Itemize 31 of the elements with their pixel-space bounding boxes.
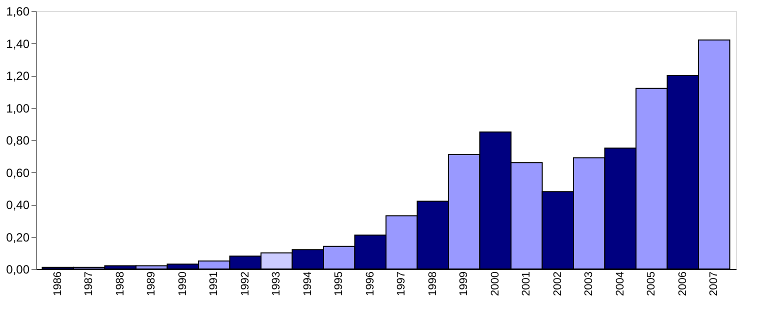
x-tick-label: 1993 — [270, 272, 283, 296]
x-tick-label: 2006 — [676, 272, 689, 296]
x-tick-label: 1989 — [146, 272, 158, 296]
x-tick-label: 1990 — [176, 272, 189, 296]
y-tick-label: 0,80 — [6, 134, 30, 148]
x-tick-label: 1996 — [364, 272, 376, 296]
y-tick-label: 0,60 — [6, 166, 30, 180]
y-tick-label: 0,00 — [6, 262, 30, 276]
x-tick-label: 1988 — [114, 272, 126, 296]
x-tick-label: 1999 — [458, 272, 470, 296]
y-tick-label: 0,20 — [6, 230, 30, 244]
x-tick-label: 1995 — [333, 272, 346, 296]
x-tick-label: 2003 — [583, 272, 596, 296]
y-tick-label: 1,40 — [6, 36, 30, 51]
x-tick-label: 1994 — [302, 272, 314, 296]
x-tick-label: 1987 — [83, 272, 96, 296]
x-tick-label: 2005 — [646, 272, 658, 296]
y-tick-label: 1,60 — [6, 4, 30, 18]
x-tick-label: 1998 — [426, 272, 439, 296]
y-tick-label: 1,20 — [6, 69, 30, 83]
y-tick-label: 1,00 — [6, 101, 30, 116]
x-tick-label: 2004 — [614, 272, 626, 296]
x-tick-label: 1997 — [396, 272, 408, 296]
y-tick-label: 0,40 — [6, 198, 30, 212]
x-tick-label: 1992 — [239, 272, 252, 296]
x-tick-label: 2001 — [520, 272, 533, 296]
x-tick-label: 2002 — [552, 272, 564, 296]
x-tick-label: 2007 — [708, 272, 720, 296]
x-tick-label: 2000 — [489, 272, 502, 296]
x-tick-label: 1991 — [208, 272, 220, 296]
x-tick-label: 1986 — [52, 272, 64, 296]
